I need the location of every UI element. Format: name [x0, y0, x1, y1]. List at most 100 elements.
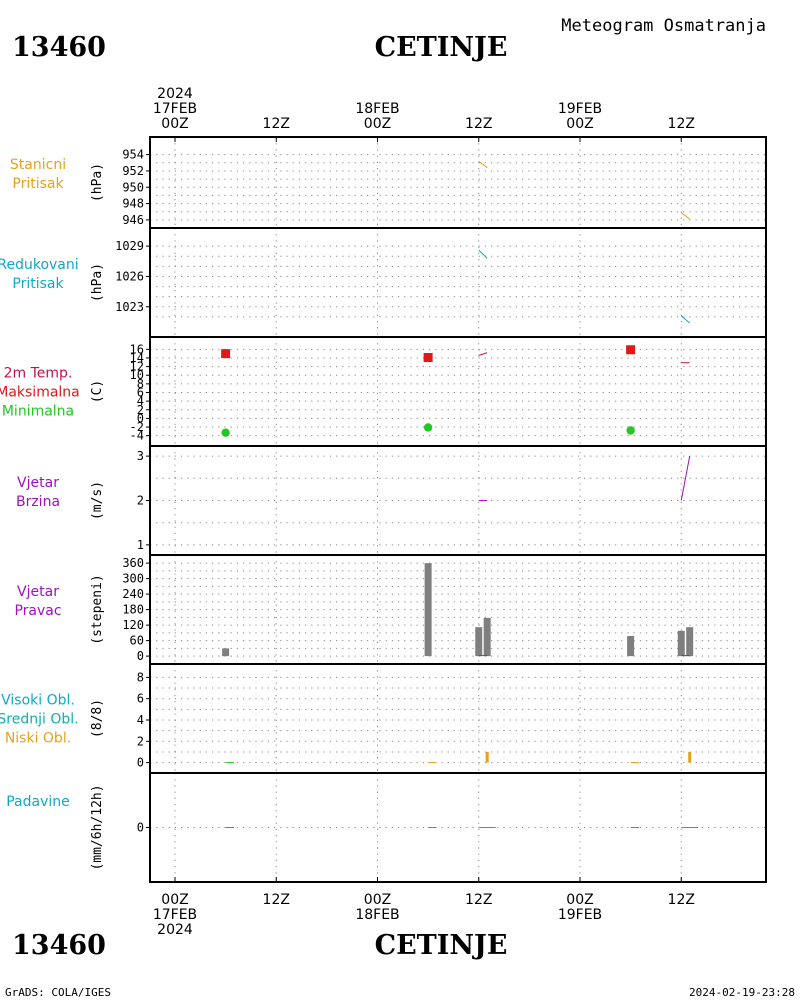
- temp-max-marker: [221, 349, 231, 359]
- wind-direction-ytick-label: 240: [122, 587, 144, 601]
- wind-direction-bar: [677, 630, 685, 657]
- x-axis-bottom-label: 2024: [157, 922, 193, 938]
- wind-speed-label: Vjetar: [17, 475, 59, 491]
- station-pressure-ytick-label: 952: [122, 164, 144, 178]
- temperature-ytick-label: 6: [137, 386, 144, 400]
- x-axis-top-label: 2024: [157, 86, 193, 102]
- clouds-unit-label: (8/8): [90, 699, 105, 738]
- precipitation-ytick-label: 0: [137, 821, 144, 835]
- temp-min-marker: [626, 426, 635, 435]
- x-axis-top-label: 12Z: [465, 116, 492, 132]
- reduced-pressure-ytick-label: 1026: [115, 269, 144, 283]
- clouds-label: Niski Obl.: [5, 731, 71, 747]
- clouds-ytick-label: 4: [137, 713, 144, 727]
- temp-max-marker: [423, 353, 433, 363]
- station-pressure-ytick-label: 954: [122, 148, 144, 162]
- station-pressure-label: Stanicni: [10, 157, 66, 173]
- wind-speed-series-line: [680, 456, 691, 501]
- reduced-pressure-series-line: [478, 249, 488, 259]
- station-name-bottom: CETINJE: [375, 930, 508, 961]
- wind-direction-bar: [627, 635, 635, 657]
- x-axis-top-label: 00Z: [566, 116, 593, 132]
- station-id-bottom: 13460: [12, 930, 106, 961]
- wind-speed-ytick-label: 1: [137, 538, 144, 552]
- temperature-ytick-label: 16: [130, 342, 144, 356]
- reduced-pressure-unit-label: (hPa): [90, 263, 105, 302]
- temperature-series-line: [478, 352, 488, 356]
- temperature-ytick-label: 0: [137, 411, 144, 425]
- wind-direction-label: Pravac: [14, 603, 61, 619]
- reduced-pressure-series-line: [680, 315, 691, 324]
- wind-speed-label: Brzina: [16, 494, 60, 510]
- station-pressure-label: Pritisak: [12, 176, 64, 192]
- wind-direction-ytick-label: 180: [122, 603, 144, 617]
- clouds-ytick-label: 6: [137, 692, 144, 706]
- temperature-label: 2m Temp.: [4, 366, 73, 382]
- x-axis-top-label: 19FEB: [558, 101, 602, 117]
- reduced-pressure-label: Redukovani: [0, 257, 79, 273]
- wind-direction-bar: [475, 627, 483, 657]
- reduced-pressure-ytick-label: 1023: [115, 300, 144, 314]
- wind-speed-unit-label: (m/s): [90, 481, 105, 520]
- wind-direction-unit-label: (stepeni): [90, 574, 105, 644]
- wind-direction-bar: [424, 563, 432, 657]
- temperature-ytick-label: -2: [130, 420, 144, 434]
- clouds-ytick-label: 2: [137, 734, 144, 748]
- station-pressure-ytick-label: 950: [122, 180, 144, 194]
- x-axis-bottom-label: 19FEB: [558, 907, 602, 923]
- wind-direction-bar: [686, 627, 694, 657]
- wind-direction-label: Vjetar: [17, 584, 59, 600]
- clouds-ytick-label: 0: [137, 756, 144, 770]
- plot-frame: [149, 136, 767, 883]
- station-name-top: CETINJE: [375, 32, 508, 63]
- x-axis-top-label: 00Z: [161, 116, 188, 132]
- temperature-unit-label: (C): [90, 380, 105, 403]
- product-title: Meteogram Osmatranja: [561, 16, 766, 36]
- x-axis-bottom-label: 00Z: [364, 892, 391, 908]
- x-axis-bottom-label: 18FEB: [355, 907, 399, 923]
- temperature-ytick-label: 14: [130, 351, 144, 365]
- x-axis-bottom-label: 00Z: [161, 892, 188, 908]
- plot-layer: 946948950952954(hPa)StanicniPritisak1023…: [0, 86, 767, 938]
- temp-max-marker: [626, 345, 636, 355]
- x-axis-top-label: 12Z: [263, 116, 290, 132]
- station-pressure-unit-label: (hPa): [90, 163, 105, 202]
- station-id-top: 13460: [12, 32, 106, 63]
- clouds-label: Srednji Obl.: [0, 712, 79, 728]
- wind-direction-ytick-label: 0: [137, 649, 144, 663]
- x-axis-bottom-label: 12Z: [668, 892, 695, 908]
- x-axis-bottom-label: 17FEB: [153, 907, 197, 923]
- wind-speed-ytick-label: 2: [137, 494, 144, 508]
- precipitation-label: Padavine: [6, 794, 70, 810]
- reduced-pressure-label: Pritisak: [12, 276, 64, 292]
- temperature-label: Maksimalna: [0, 385, 80, 401]
- temperature-ytick-label: 4: [137, 394, 144, 408]
- clouds-ytick-label: 8: [137, 670, 144, 684]
- temperature-ytick-label: 10: [130, 368, 144, 382]
- wind-direction-ytick-label: 300: [122, 572, 144, 586]
- temperature-ytick-label: 8: [137, 377, 144, 391]
- x-axis-top-label: 12Z: [668, 116, 695, 132]
- x-axis-bottom-label: 12Z: [263, 892, 290, 908]
- clouds-label: Visoki Obl.: [1, 693, 75, 709]
- x-axis-bottom-label: 00Z: [566, 892, 593, 908]
- precipitation-unit-label: (mm/6h/12h): [90, 784, 105, 870]
- wind-direction-ytick-label: 120: [122, 618, 144, 632]
- clouds-bar: [485, 751, 489, 763]
- wind-direction-ytick-label: 60: [130, 634, 144, 648]
- reduced-pressure-ytick-label: 1029: [115, 239, 144, 253]
- x-axis-top-label: 18FEB: [355, 101, 399, 117]
- station-pressure-ytick-label: 946: [122, 213, 144, 227]
- clouds-bar: [688, 751, 692, 763]
- wind-direction-bar: [222, 648, 230, 657]
- wind-speed-ytick-label: 3: [137, 449, 144, 463]
- wind-direction-bar: [483, 617, 491, 657]
- station-pressure-series-line: [478, 160, 488, 169]
- footer-timestamp: 2024-02-19-23:28: [689, 986, 795, 999]
- wind-direction-ytick-label: 360: [122, 556, 144, 570]
- temperature-label: Minimalna: [2, 404, 74, 420]
- temp-min-marker: [423, 423, 433, 432]
- station-pressure-ytick-label: 948: [122, 197, 144, 211]
